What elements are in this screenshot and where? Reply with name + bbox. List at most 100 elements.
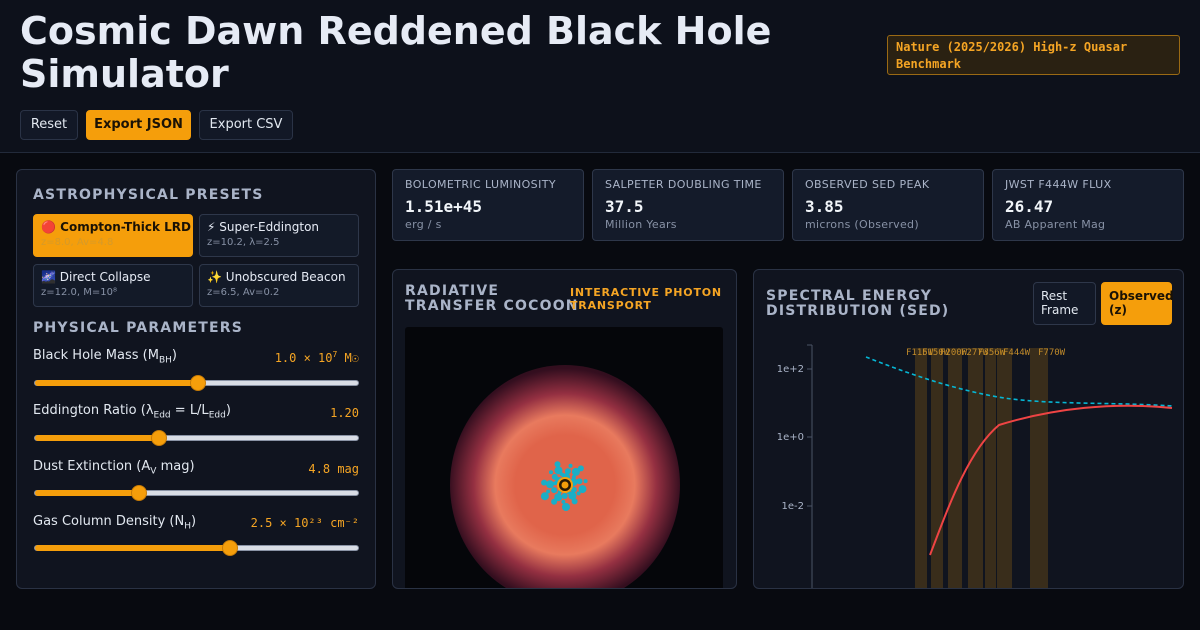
photon-layer	[540, 461, 588, 511]
photon-particle	[561, 493, 568, 499]
metric-value: 26.47	[1005, 197, 1054, 216]
preset-super-eddington[interactable]: ⚡ Super-Eddington z=10.2, λ=2.5	[199, 214, 359, 257]
metric-value: 37.5	[605, 197, 644, 216]
photon-particle	[546, 480, 554, 489]
presets-title: ASTROPHYSICAL PRESETS	[33, 187, 264, 203]
galaxy-icon: 🌌	[41, 270, 56, 284]
preset-compton-thick-lrd[interactable]: 🔴 Compton-Thick LRD z=8.0, Av=4.8	[33, 214, 193, 257]
rest-frame-toggle[interactable]: Rest Frame	[1033, 282, 1096, 325]
sparkles-icon: ✨	[207, 270, 222, 284]
photon-particle	[554, 461, 561, 468]
photon-particle	[564, 468, 571, 475]
photon-particle	[546, 489, 551, 494]
header: Cosmic Dawn Reddened Black Hole Simulato…	[0, 0, 1200, 153]
filter-label: F150W	[922, 348, 950, 358]
slider-thumb[interactable]	[222, 540, 238, 556]
intrinsic-sed-line	[865, 356, 1173, 407]
dust-slider[interactable]	[34, 485, 359, 501]
photon-particle	[583, 479, 588, 484]
photon-particle	[561, 499, 566, 504]
preset-unobscured-beacon[interactable]: ✨ Unobscured Beacon z=6.5, Av=0.2	[199, 264, 359, 307]
metric-unit: AB Apparent Mag	[1005, 218, 1106, 231]
preset-meta: z=8.0, Av=4.8	[41, 237, 114, 248]
preset-name: Compton-Thick LRD	[60, 220, 191, 234]
photon-particle	[576, 491, 581, 496]
y-tick-label: 1e+0	[777, 432, 804, 443]
preset-meta: z=6.5, Av=0.2	[207, 287, 280, 298]
metric-unit: erg / s	[405, 218, 442, 231]
cocoon-canvas[interactable]	[405, 327, 723, 588]
parameters-title: PHYSICAL PARAMETERS	[33, 320, 244, 336]
preset-name: Super-Eddington	[219, 220, 320, 234]
filter-band	[985, 348, 996, 588]
photon-particle	[578, 485, 587, 494]
gas-value: 2.5 × 10²³ cm⁻²	[250, 516, 359, 530]
photon-particle	[571, 498, 578, 505]
filter-band	[915, 348, 927, 588]
eddington-value: 1.20	[330, 406, 359, 420]
photon-particle	[549, 470, 553, 475]
sed-title: SPECTRAL ENERGY DISTRIBUTION (SED)	[766, 288, 950, 319]
slider-thumb[interactable]	[150, 430, 167, 446]
control-panel: ASTROPHYSICAL PRESETS 🔴 Compton-Thick LR…	[16, 169, 376, 589]
accretion-disk	[561, 481, 569, 489]
gas-slider[interactable]	[34, 540, 359, 556]
filter-label: F444W	[1003, 348, 1031, 358]
photon-particle	[551, 473, 558, 480]
bh-mass-slider[interactable]	[34, 375, 359, 391]
filter-band	[1030, 348, 1048, 588]
filter-label: F277W	[961, 348, 989, 358]
filter-label: F200W	[940, 348, 968, 358]
filter-band	[948, 348, 962, 588]
photon-particle	[560, 472, 564, 477]
filter-label: F356W	[978, 348, 1006, 358]
photon-particle	[571, 467, 580, 476]
photon-particle	[576, 478, 583, 485]
photon-particle	[577, 465, 584, 472]
cocoon-panel: RADIATIVE TRANSFER COCOON INTERACTIVE PHO…	[392, 269, 737, 589]
preset-name: Direct Collapse	[59, 270, 151, 284]
dust-value: 4.8 mag	[308, 462, 359, 476]
page-title: Cosmic Dawn Reddened Black Hole Simulato…	[20, 9, 772, 96]
preset-meta: z=10.2, λ=2.5	[207, 237, 280, 248]
export-csv-button[interactable]: Export CSV	[199, 110, 293, 140]
photon-particle	[568, 463, 573, 468]
observed-toggle[interactable]: Observed (z)	[1101, 282, 1174, 325]
preset-direct-collapse[interactable]: 🌌 Direct Collapse z=12.0, M=10⁸	[33, 264, 193, 307]
metric-observed-sed-peak: OBSERVED SED PEAK 3.85 microns (Observed…	[792, 169, 984, 241]
reset-button[interactable]: Reset	[20, 110, 78, 140]
export-json-button[interactable]: Export JSON	[86, 110, 191, 140]
metric-salpeter-doubling-time: SALPETER DOUBLING TIME 37.5 Million Year…	[592, 169, 784, 241]
photon-particle	[541, 479, 548, 486]
metric-value: 3.85	[805, 197, 844, 216]
metric-unit: microns (Observed)	[805, 218, 919, 231]
filter-band	[968, 348, 983, 588]
photon-particle	[551, 487, 558, 494]
bh-mass-value: 1.0 × 107 M☉	[274, 350, 359, 365]
preset-name: Unobscured Beacon	[225, 270, 346, 284]
metric-bolometric-luminosity: BOLOMETRIC LUMINOSITY 1.51e+45 erg / s	[392, 169, 584, 241]
eddington-label: Eddington Ratio (λEdd = L/LEdd)	[33, 403, 231, 421]
slider-thumb[interactable]	[131, 485, 147, 501]
metric-value: 1.51e+45	[405, 197, 483, 216]
photon-particle	[554, 466, 563, 475]
photon-particle	[571, 474, 576, 479]
eddington-slider[interactable]	[34, 430, 359, 446]
y-tick-label: 1e-2	[782, 501, 805, 512]
lightning-icon: ⚡	[207, 220, 216, 234]
metric-label: OBSERVED SED PEAK	[805, 178, 930, 191]
slider-fill	[35, 490, 139, 496]
photon-particle	[554, 493, 563, 502]
metric-label: JWST F444W FLUX	[1005, 178, 1112, 191]
photon-particle	[562, 503, 570, 511]
y-tick-label: 1e+2	[777, 364, 804, 375]
slider-thumb[interactable]	[189, 375, 206, 391]
red-circle-icon: 🔴	[41, 220, 56, 234]
slider-fill	[35, 380, 198, 386]
sed-chart[interactable]: 1e+2 1e+0 1e-2 F115WF150WF200WF277WF356WF44…	[754, 330, 1184, 589]
reddened-sed-line	[929, 404, 1173, 556]
gas-label: Gas Column Density (NH)	[33, 514, 197, 532]
filter-label: F770W	[1038, 348, 1066, 358]
photon-particle	[568, 491, 577, 500]
preset-meta: z=12.0, M=10⁸	[41, 287, 117, 298]
